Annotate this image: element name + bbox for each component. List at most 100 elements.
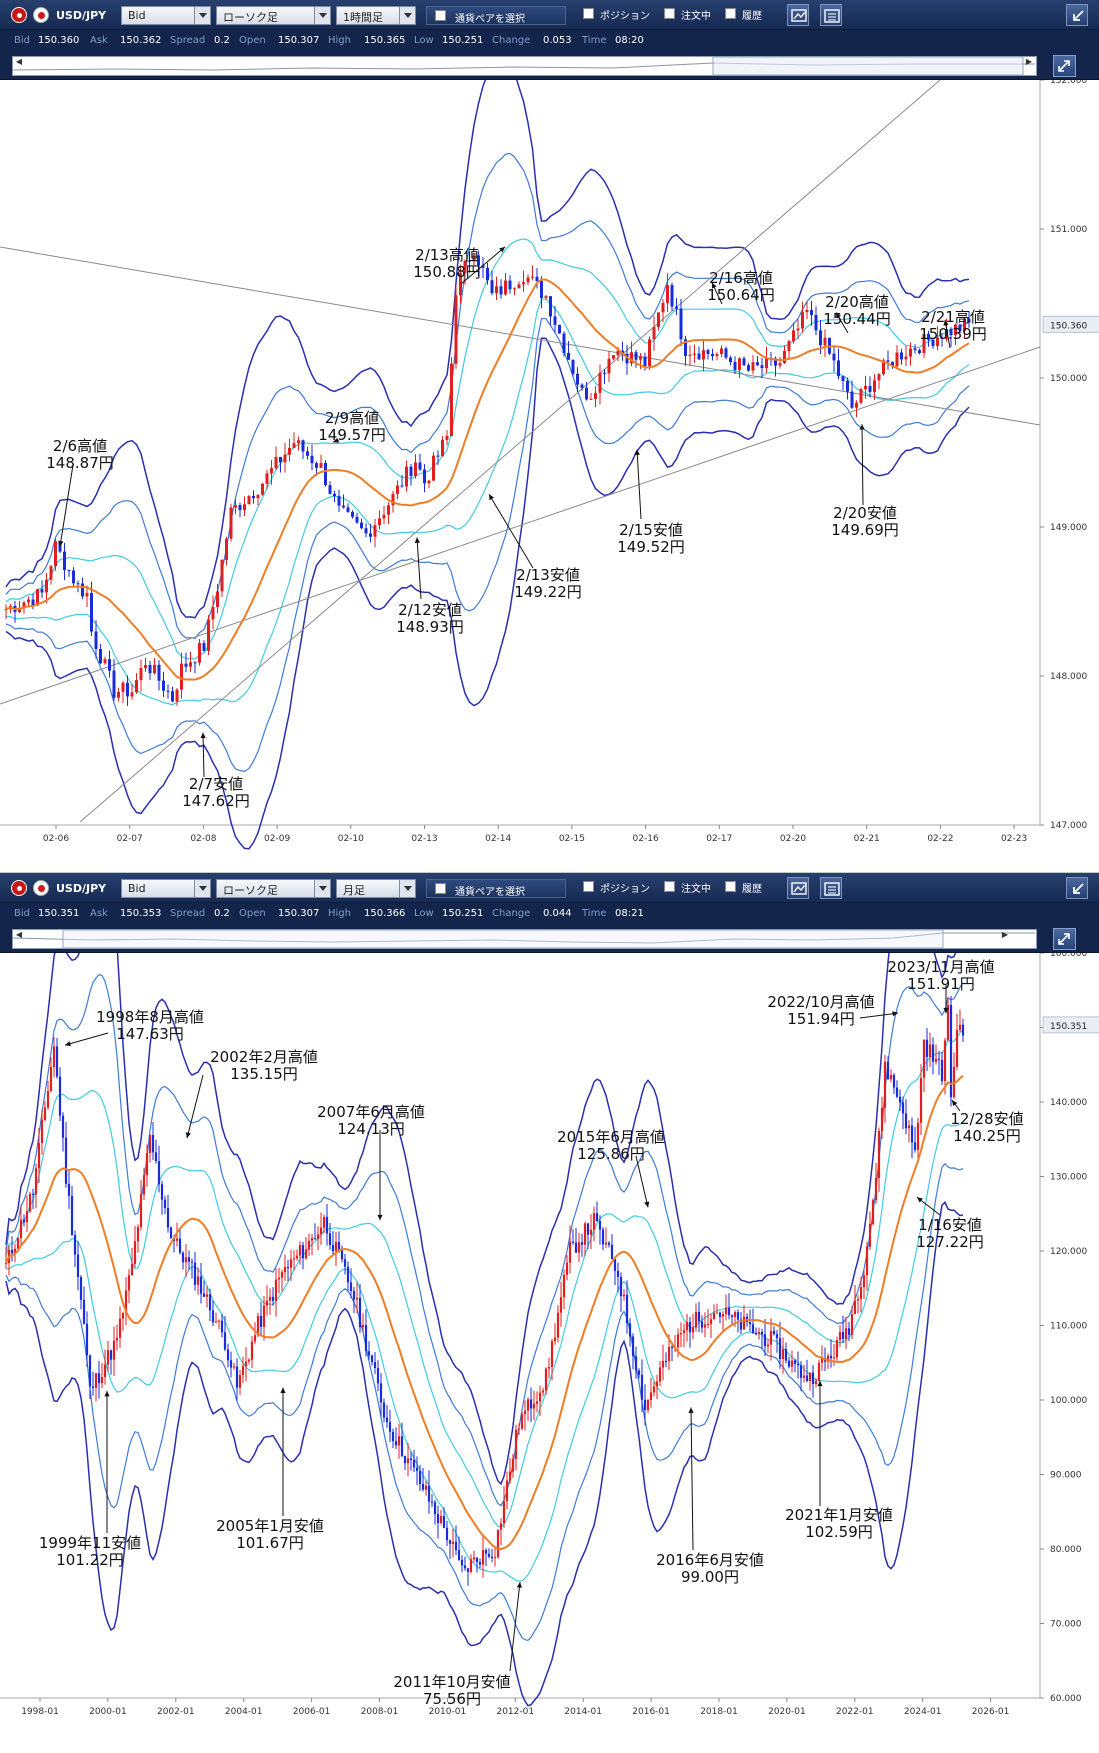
draw-tool-button[interactable] [787, 877, 809, 899]
history-checkbox[interactable]: 履歴 [725, 7, 762, 23]
checkbox-icon [435, 883, 446, 894]
candle-body [826, 1355, 830, 1362]
candle [910, 1117, 914, 1159]
chart-type-select[interactable]: ローソク足 [216, 6, 331, 25]
price-type-select[interactable]: Bid [121, 879, 211, 898]
candle [454, 285, 458, 369]
candle-body [61, 1115, 65, 1138]
candle-body [514, 1429, 518, 1459]
nav-right-arrow-icon[interactable]: ▶ [1025, 57, 1033, 66]
positions-checkbox[interactable]: ポジション [583, 7, 650, 23]
minimize-button[interactable] [1066, 877, 1088, 899]
hourly-candlestick-chart[interactable]: 147.000 148.000 149.000 150.000 151.000 152.0… [0, 80, 1099, 868]
trend-line[interactable] [79, 80, 941, 823]
orders-checkbox[interactable]: 注文中 [664, 7, 711, 23]
candle-body [436, 1514, 440, 1524]
candle [742, 1305, 746, 1331]
candle-body [337, 496, 341, 506]
chart-type-select[interactable]: ローソク足 [216, 879, 331, 898]
candle-body [18, 607, 21, 613]
candle-body [193, 662, 197, 664]
candle-body [652, 1386, 656, 1393]
candle [427, 479, 431, 489]
candle [63, 542, 66, 581]
x-tick-label: 2010-01 [429, 1707, 467, 1717]
annotation-arrow-line [635, 1155, 649, 1208]
candle-body [868, 1223, 872, 1247]
candle [391, 1428, 395, 1448]
pair-select-button[interactable]: 通貨ペアを選択 [426, 6, 566, 25]
navigator-line [12, 929, 1035, 949]
history-checkbox[interactable]: 履歴 [725, 880, 762, 896]
chevron-down-icon [399, 880, 415, 897]
candle-body [106, 1350, 110, 1365]
candle [409, 464, 413, 486]
candle [505, 1471, 509, 1510]
candle [145, 1144, 149, 1187]
candle [223, 1316, 227, 1351]
candle-body [364, 528, 368, 534]
nav-left-arrow-icon[interactable]: ◀ [15, 930, 23, 939]
annotation-label: 2/16高値 [709, 269, 773, 287]
nav-left-arrow-icon[interactable]: ◀ [15, 57, 23, 66]
us-flag-icon [11, 7, 27, 23]
candle-body [346, 1266, 350, 1283]
candle [895, 1080, 899, 1099]
annotation-label: 2016年6月安値 [656, 1551, 764, 1569]
arrow-head-icon [58, 540, 64, 547]
candle [238, 502, 242, 518]
candle-body [289, 1259, 293, 1268]
candle [877, 372, 881, 390]
candle [477, 250, 480, 277]
nav-right-arrow-icon[interactable]: ▶ [1001, 930, 1009, 939]
navigator-scrollbar[interactable] [12, 56, 1037, 76]
settings-button[interactable] [820, 877, 842, 899]
candle [724, 346, 728, 360]
candle [864, 375, 867, 399]
candle [253, 1322, 257, 1345]
candle [901, 1096, 905, 1130]
annotation-label: 149.22円 [514, 583, 582, 601]
positions-checkbox[interactable]: ポジション [583, 880, 650, 896]
candle-body [616, 1270, 620, 1277]
candle [553, 1323, 557, 1345]
price-chart-area[interactable]: 60.000 70.000 80.000 90.000 100.000 110.000 12… [0, 953, 1099, 1753]
navigator-line [12, 56, 1035, 76]
candle-body [432, 455, 435, 481]
orders-checkbox[interactable]: 注文中 [664, 880, 711, 896]
candle-body [81, 583, 84, 597]
timeframe-select[interactable]: 月足 [336, 879, 416, 898]
timeframe-select[interactable]: 1時間足 [336, 6, 416, 25]
minimize-button[interactable] [1066, 4, 1088, 26]
annotation-label: 2/7安値 [189, 775, 243, 793]
candle [162, 671, 165, 697]
settings-button[interactable] [820, 4, 842, 26]
price-chart-area[interactable]: 147.000 148.000 149.000 150.000 151.000 152.0… [0, 80, 1099, 868]
navigator-scrollbar[interactable] [12, 929, 1037, 949]
candle-body [64, 1137, 68, 1184]
candle-body [13, 1248, 17, 1254]
candle-body [652, 327, 656, 340]
candle [517, 1423, 521, 1435]
candle [325, 1204, 329, 1246]
arrow-head-icon [688, 1407, 694, 1413]
candle-body [517, 284, 521, 289]
candle-body [310, 1238, 314, 1241]
trend-line[interactable] [0, 346, 1041, 705]
pair-select-button[interactable]: 通貨ペアを選択 [426, 879, 566, 898]
draw-tool-button[interactable] [787, 4, 809, 26]
candle [823, 329, 827, 358]
candle-body [814, 314, 818, 331]
price-type-select[interactable]: Bid [121, 6, 211, 25]
expand-button[interactable] [1053, 55, 1076, 77]
candle-body [337, 1241, 341, 1251]
bid-value: 150.360 [38, 35, 80, 46]
candle [793, 1358, 797, 1372]
y-tick-label: 110.000 [1050, 1322, 1087, 1332]
x-tick-label: 02-10 [338, 834, 364, 844]
candle-body [522, 282, 525, 285]
trend-line[interactable] [0, 246, 1041, 426]
monthly-candlestick-chart[interactable]: 60.000 70.000 80.000 90.000 100.000 110.000 12… [0, 953, 1099, 1753]
expand-button[interactable] [1053, 928, 1076, 950]
